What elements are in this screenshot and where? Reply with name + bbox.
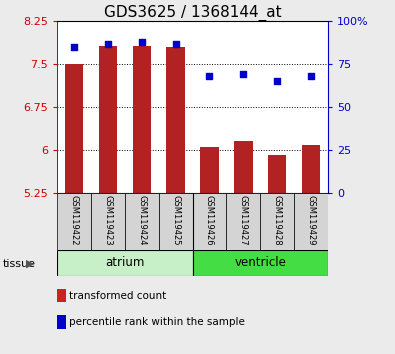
Point bbox=[71, 44, 77, 50]
Point bbox=[240, 72, 246, 77]
Text: atrium: atrium bbox=[105, 256, 145, 269]
Bar bbox=[125, 193, 159, 250]
Bar bbox=[91, 193, 125, 250]
Text: GSM119423: GSM119423 bbox=[103, 195, 113, 245]
Point bbox=[308, 73, 314, 79]
Text: GSM119422: GSM119422 bbox=[70, 195, 79, 245]
Text: GSM119429: GSM119429 bbox=[307, 195, 316, 245]
Text: GSM119428: GSM119428 bbox=[273, 195, 282, 245]
Text: ventricle: ventricle bbox=[234, 256, 286, 269]
Point bbox=[173, 41, 179, 46]
Text: tissue: tissue bbox=[3, 259, 36, 269]
Text: GSM119426: GSM119426 bbox=[205, 195, 214, 245]
Bar bbox=[200, 147, 219, 193]
Bar bbox=[65, 64, 83, 193]
Bar bbox=[294, 193, 328, 250]
Text: percentile rank within the sample: percentile rank within the sample bbox=[69, 317, 245, 327]
Bar bbox=[99, 46, 117, 193]
Text: GSM119424: GSM119424 bbox=[137, 195, 146, 245]
Point bbox=[206, 73, 213, 79]
Text: GSM119427: GSM119427 bbox=[239, 195, 248, 245]
Text: ▶: ▶ bbox=[26, 259, 34, 269]
Point bbox=[139, 39, 145, 45]
Bar bbox=[268, 155, 286, 193]
Bar bbox=[226, 193, 260, 250]
Bar bbox=[260, 193, 294, 250]
Bar bbox=[159, 193, 193, 250]
Bar bbox=[57, 193, 91, 250]
Point bbox=[105, 41, 111, 46]
Point bbox=[274, 79, 280, 84]
Bar bbox=[193, 193, 226, 250]
Bar bbox=[234, 141, 252, 193]
Text: GSM119425: GSM119425 bbox=[171, 195, 180, 245]
Bar bbox=[302, 145, 320, 193]
Title: GDS3625 / 1368144_at: GDS3625 / 1368144_at bbox=[104, 5, 281, 21]
Bar bbox=[166, 47, 185, 193]
Text: transformed count: transformed count bbox=[69, 291, 166, 301]
Bar bbox=[57, 250, 193, 276]
Bar bbox=[193, 250, 328, 276]
Bar bbox=[133, 46, 151, 193]
